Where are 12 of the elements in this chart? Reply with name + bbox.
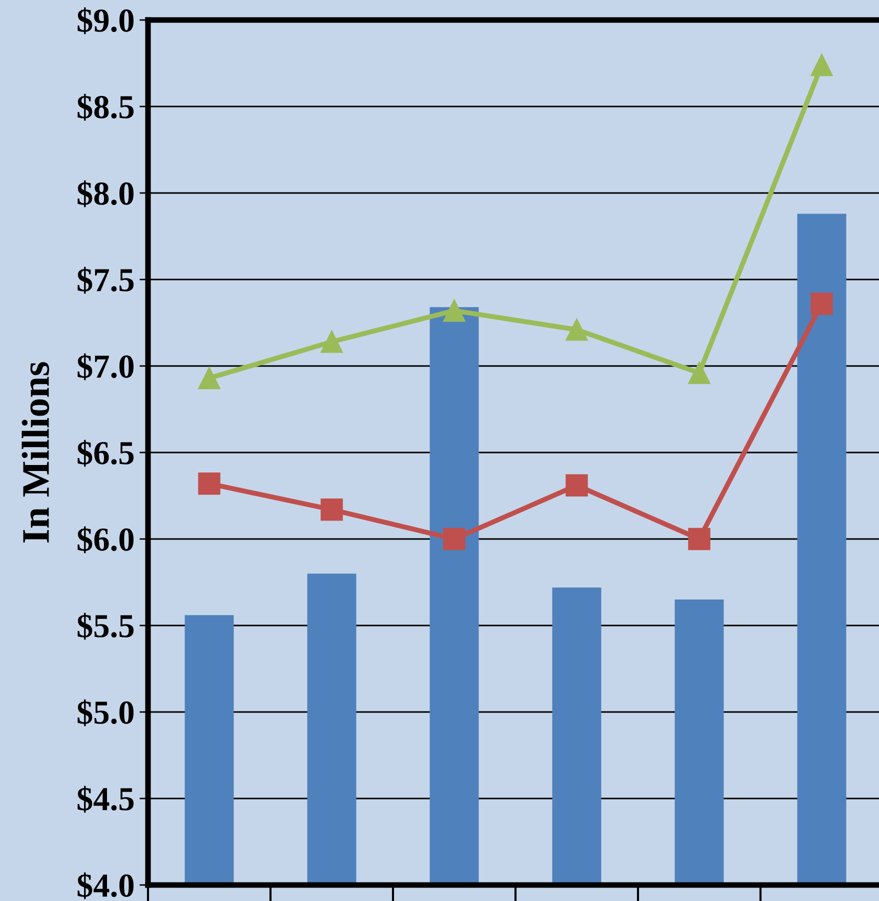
y-tick-label: $7.5 (78, 266, 134, 294)
y-tick-label: $7.0 (78, 353, 134, 380)
y-tick-label: $6.0 (78, 526, 134, 554)
y-tick-label: $5.0 (78, 699, 134, 726)
y-tick-label: $6.5 (78, 440, 134, 467)
y-tick-label: $4.0 (78, 872, 134, 900)
y-tick-label: $5.5 (78, 612, 134, 640)
y-tick-label: $8.5 (78, 94, 134, 121)
y-tick-label: $9.0 (78, 7, 134, 34)
y-axis-title: In Millions (22, 362, 50, 542)
y-tick-label: $4.5 (78, 786, 134, 813)
y-tick-label: $8.0 (78, 180, 134, 208)
